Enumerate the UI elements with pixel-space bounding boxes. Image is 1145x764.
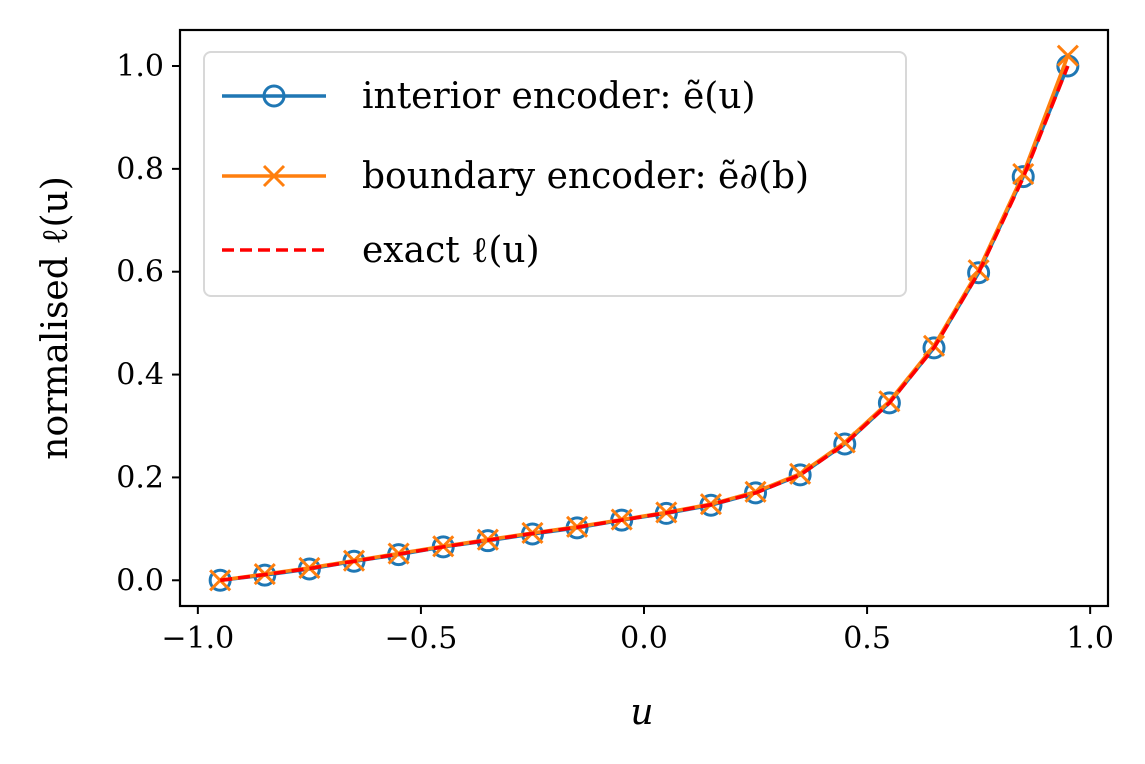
legend-label-boundary: boundary encoder: ẽ∂(b) (362, 156, 809, 197)
legend-entry-interior: interior encoder: ẽ(u) (222, 76, 756, 117)
legend-label-exact: exact ℓ(u) (362, 230, 540, 271)
x-tick-label: −0.5 (384, 621, 457, 656)
x-tick-label: 0.5 (843, 621, 891, 656)
legend-box (203, 51, 907, 297)
y-axis: 0.0 0.2 0.4 0.6 0.8 1.0 (116, 49, 180, 598)
y-tick-label: 0.0 (116, 563, 164, 598)
data-point-interior (967, 261, 991, 285)
x-axis: −1.0 −0.5 0.0 0.5 1.0 (161, 606, 1114, 656)
series-line-2 (219, 65, 1070, 583)
legend-label-interior: interior encoder: ẽ(u) (362, 76, 756, 117)
data-point-boundary (1056, 44, 1079, 67)
legend-entry-exact: exact ℓ(u) (222, 230, 540, 271)
plot-area (208, 44, 1080, 592)
x-axis-label: u (630, 692, 653, 733)
x-tick-label: 1.0 (1066, 621, 1114, 656)
data-point-interior (788, 463, 812, 487)
data-point-interior (922, 336, 946, 360)
data-point-interior (833, 432, 857, 456)
y-tick-label: 0.8 (116, 152, 164, 187)
legend-marker-x (262, 164, 286, 188)
y-axis-label: normalised ℓ(u) (35, 176, 76, 459)
y-tick-label: 0.4 (116, 358, 164, 393)
legend-marker-circle (262, 84, 286, 108)
legend-entry-boundary: boundary encoder: ẽ∂(b) (222, 156, 809, 197)
y-tick-label: 0.2 (116, 460, 164, 495)
data-point-boundary (789, 462, 812, 485)
x-tick-label: 0.0 (620, 621, 668, 656)
x-tick-label: −1.0 (161, 621, 234, 656)
data-point-interior (877, 391, 901, 415)
y-tick-label: 0.6 (116, 255, 164, 290)
y-tick-label: 1.0 (116, 49, 164, 84)
legend: interior encoder: ẽ(u) boundary encoder:… (203, 51, 907, 297)
data-point-boundary (209, 569, 232, 592)
data-point-interior (1011, 165, 1035, 189)
